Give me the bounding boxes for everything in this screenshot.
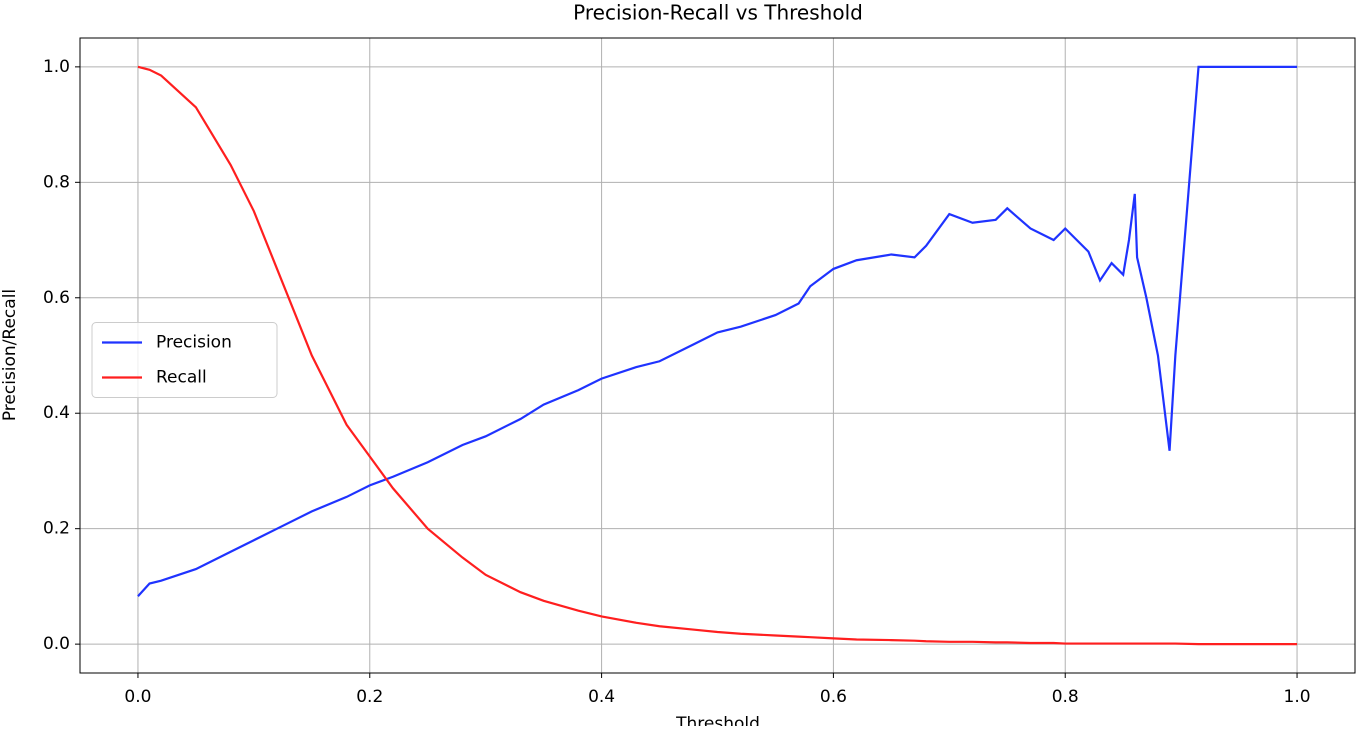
chart-title: Precision-Recall vs Threshold bbox=[573, 1, 863, 25]
x-tick-label: 0.8 bbox=[1052, 687, 1079, 707]
x-tick-label: 0.0 bbox=[124, 687, 151, 707]
x-tick-label: 1.0 bbox=[1284, 687, 1311, 707]
y-tick-label: 0.8 bbox=[43, 172, 70, 192]
legend-box bbox=[91, 322, 278, 398]
y-axis-label: Precision/Recall bbox=[0, 289, 20, 421]
x-axis-label: Threshold bbox=[675, 714, 760, 726]
x-tick-label: 0.4 bbox=[588, 687, 615, 707]
legend-label: Precision bbox=[156, 333, 232, 353]
y-tick-label: 0.2 bbox=[43, 519, 70, 539]
series-line bbox=[137, 65, 1298, 646]
y-tick-label: 1.0 bbox=[43, 57, 70, 77]
x-tick-label: 0.6 bbox=[820, 687, 847, 707]
plot-frame bbox=[79, 37, 1356, 674]
legend-label: Recall bbox=[156, 368, 207, 388]
y-tick-label: 0.6 bbox=[43, 288, 70, 308]
y-tick-label: 0.0 bbox=[43, 634, 70, 654]
y-tick-label: 0.4 bbox=[43, 403, 70, 423]
series-line bbox=[137, 65, 1298, 597]
x-tick-label: 0.2 bbox=[356, 687, 383, 707]
